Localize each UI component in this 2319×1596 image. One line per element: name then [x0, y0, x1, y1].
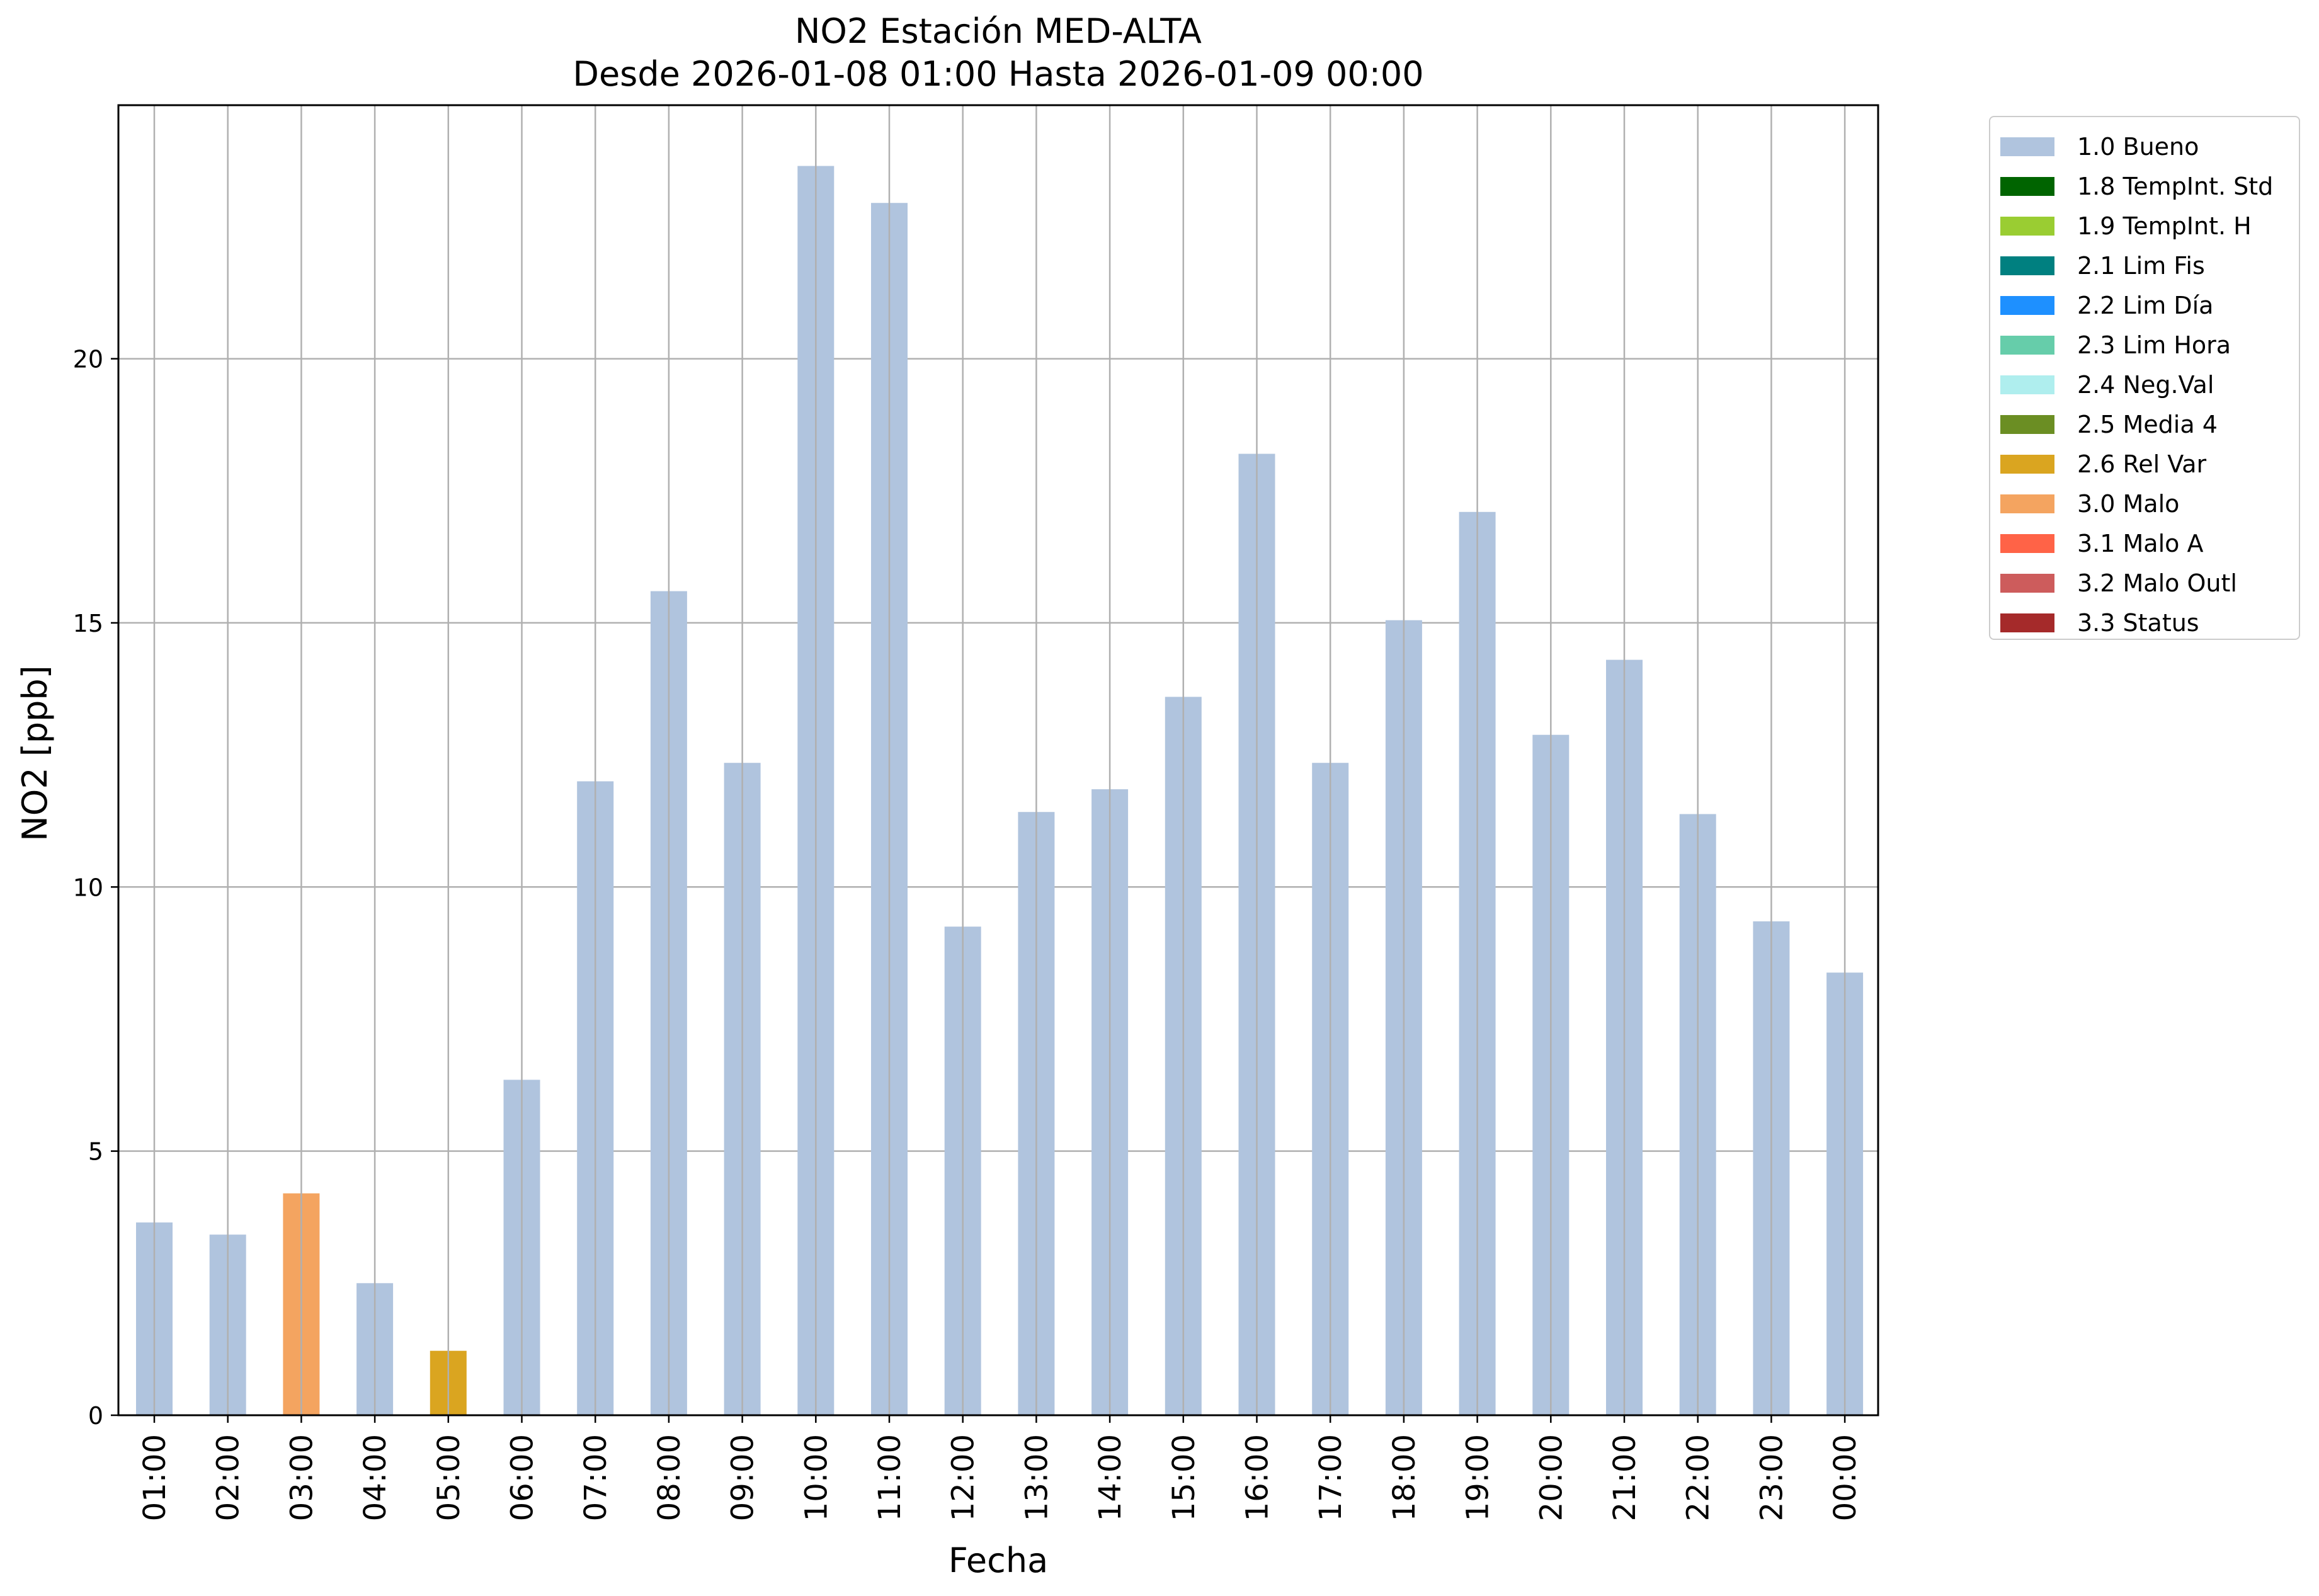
- x-tick-label: 13:00: [1019, 1434, 1054, 1521]
- legend-item: 2.1 Lim Fis: [2000, 246, 2205, 285]
- x-tick-label: 18:00: [1387, 1434, 1422, 1521]
- legend-item: 2.3 Lim Hora: [2000, 326, 2231, 365]
- legend-label: 1.0 Bueno: [2077, 133, 2199, 161]
- y-tick-label: 15: [73, 610, 103, 637]
- y-tick-label: 5: [88, 1138, 103, 1166]
- y-axis-label: NO2 [ppb]: [15, 665, 55, 841]
- x-tick-label: 03:00: [284, 1434, 319, 1521]
- y-tick-label: 10: [73, 874, 103, 901]
- legend-swatch: [2000, 415, 2054, 434]
- x-tick-label: 08:00: [652, 1434, 687, 1521]
- x-tick-label: 15:00: [1166, 1434, 1202, 1521]
- legend-swatch: [2000, 177, 2054, 196]
- x-tick-label: 16:00: [1240, 1434, 1275, 1521]
- legend-swatch: [2000, 137, 2054, 156]
- legend-label: 2.1 Lim Fis: [2077, 252, 2205, 280]
- x-tick-label: 09:00: [726, 1434, 761, 1521]
- x-ticks: 01:00 02:00 03:00 04:00 05:00 06:00 07:00 08:00…: [137, 1415, 1863, 1521]
- legend-label: 2.6 Rel Var: [2077, 450, 2207, 478]
- legend-swatch: [2000, 296, 2054, 315]
- legend-label: 3.1 Malo A: [2077, 530, 2204, 557]
- bars-layer: [136, 105, 1864, 1416]
- x-tick-label: 02:00: [211, 1434, 246, 1521]
- grid-layer: [118, 358, 1878, 1152]
- legend-item: 1.0 Bueno: [2000, 127, 2199, 166]
- legend-label: 2.2 Lim Día: [2077, 292, 2214, 319]
- legend-item: 3.3 Status: [2000, 603, 2199, 642]
- legend-item: 3.0 Malo: [2000, 484, 2179, 523]
- legend-item: 2.6 Rel Var: [2000, 445, 2206, 484]
- legend-label: 2.5 Media 4: [2077, 411, 2218, 438]
- legend-swatch: [2000, 336, 2054, 355]
- x-tick-label: 06:00: [505, 1434, 540, 1521]
- legend-swatch: [2000, 574, 2054, 593]
- y-tick-label: 20: [73, 346, 103, 373]
- legend-label: 2.4 Neg.Val: [2077, 371, 2214, 399]
- x-tick-label: 17:00: [1313, 1434, 1348, 1521]
- legend-label: 3.3 Status: [2077, 609, 2199, 637]
- legend-swatch: [2000, 375, 2054, 394]
- legend-item: 3.1 Malo A: [2000, 524, 2203, 563]
- legend-item: 1.9 TempInt. H: [2000, 207, 2252, 246]
- x-tick-label: 04:00: [358, 1434, 393, 1521]
- legend: 1.0 Bueno 1.8 TempInt. Std 1.9 TempInt. H 2…: [1989, 116, 2300, 640]
- x-tick-label: 11:00: [872, 1434, 908, 1521]
- legend-swatch: [2000, 256, 2054, 275]
- x-tick-label: 19:00: [1461, 1434, 1496, 1521]
- x-tick-label: 10:00: [799, 1434, 834, 1521]
- plot-frame: [117, 104, 1879, 1416]
- x-tick-label: 05:00: [431, 1434, 467, 1521]
- legend-item: 1.8 TempInt. Std: [2000, 167, 2273, 206]
- legend-item: 2.5 Media 4: [2000, 405, 2218, 444]
- legend-label: 3.2 Malo Outl: [2077, 569, 2237, 597]
- x-tick-label: 12:00: [946, 1434, 981, 1521]
- legend-swatch: [2000, 494, 2054, 513]
- legend-label: 1.9 TempInt. H: [2077, 212, 2252, 240]
- x-tick-label: 01:00: [137, 1434, 173, 1521]
- x-tick-label: 23:00: [1754, 1434, 1789, 1521]
- y-tick-label: 0: [88, 1402, 103, 1430]
- legend-item: 2.2 Lim Día: [2000, 286, 2213, 325]
- legend-swatch: [2000, 455, 2054, 474]
- legend-item: 2.4 Neg.Val: [2000, 365, 2214, 404]
- legend-label: 1.8 TempInt. Std: [2077, 173, 2274, 200]
- x-tick-label: 00:00: [1828, 1434, 1863, 1521]
- y-ticks: 0 5 10 15 20: [73, 346, 118, 1430]
- legend-swatch: [2000, 534, 2054, 553]
- legend-item: 3.2 Malo Outl: [2000, 564, 2237, 603]
- x-axis-label: Fecha: [949, 1541, 1048, 1580]
- legend-label: 3.0 Malo: [2077, 490, 2180, 518]
- legend-label: 2.3 Lim Hora: [2077, 331, 2231, 359]
- chart-title: NO2 Estación MED-ALTA: [795, 11, 1202, 51]
- legend-swatch: [2000, 217, 2054, 236]
- x-tick-label: 07:00: [578, 1434, 613, 1521]
- x-tick-label: 14:00: [1093, 1434, 1128, 1521]
- x-tick-label: 21:00: [1607, 1434, 1643, 1521]
- chart-subtitle: Desde 2026-01-08 01:00 Hasta 2026-01-09 …: [573, 54, 1423, 94]
- x-tick-label: 22:00: [1681, 1434, 1716, 1521]
- x-tick-label: 20:00: [1534, 1434, 1569, 1521]
- legend-swatch: [2000, 613, 2054, 632]
